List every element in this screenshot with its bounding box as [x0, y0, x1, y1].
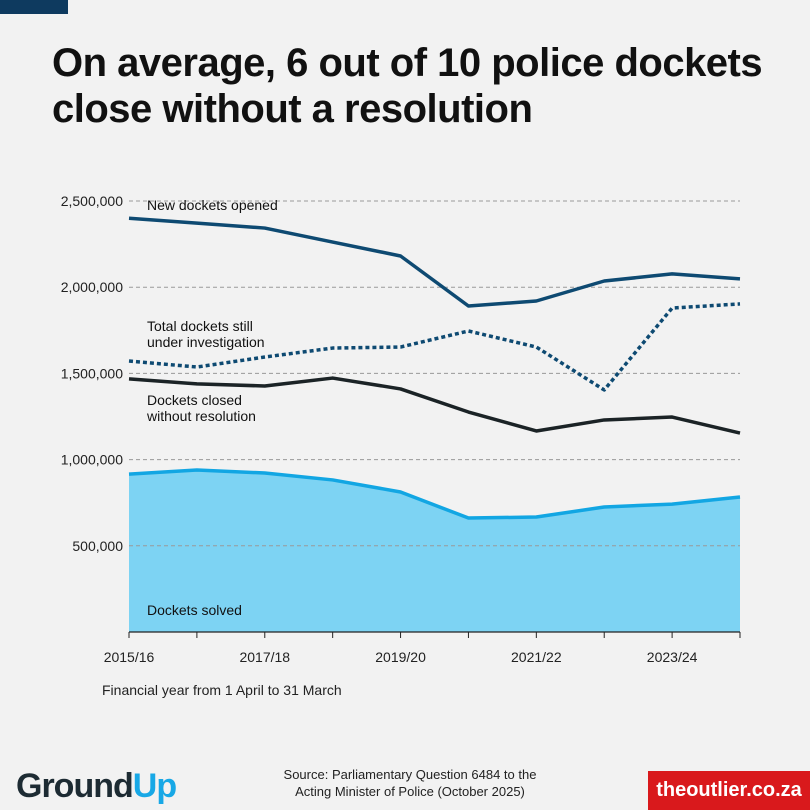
y-tick-label: 500,000: [72, 538, 123, 554]
series-label: Total dockets still: [147, 318, 253, 334]
x-tick-label: 2015/16: [104, 649, 155, 665]
series-label: under investigation: [147, 334, 265, 350]
series-label: without resolution: [146, 408, 256, 424]
y-tick-label: 2,500,000: [61, 193, 123, 209]
series-label: Dockets solved: [147, 602, 242, 618]
series-line-2: [128, 376, 741, 435]
x-tick-label: 2023/24: [647, 649, 698, 665]
outlier-badge[interactable]: theoutlier.co.za: [648, 771, 810, 810]
x-tick-label: 2021/22: [511, 649, 562, 665]
series-label: New dockets opened: [147, 197, 278, 213]
series-line-1: [128, 302, 741, 392]
series-line-3: [128, 468, 741, 520]
x-tick-label: 2019/20: [375, 649, 426, 665]
chart-title: On average, 6 out of 10 police dockets c…: [52, 41, 763, 131]
x-axis-note: Financial year from 1 April to 31 March: [102, 682, 342, 698]
y-tick-label: 1,000,000: [61, 452, 123, 468]
series-label: Dockets closed: [147, 392, 242, 408]
y-tick-label: 1,500,000: [61, 365, 123, 381]
y-tick-label: 2,000,000: [61, 279, 123, 295]
top-accent-bar: [0, 0, 68, 14]
x-tick-label: 2017/18: [239, 649, 290, 665]
series-line-0: [128, 216, 741, 308]
source-note: Source: Parliamentary Question 6484 to t…: [283, 767, 537, 799]
groundup-logo: GroundUp: [16, 767, 177, 805]
